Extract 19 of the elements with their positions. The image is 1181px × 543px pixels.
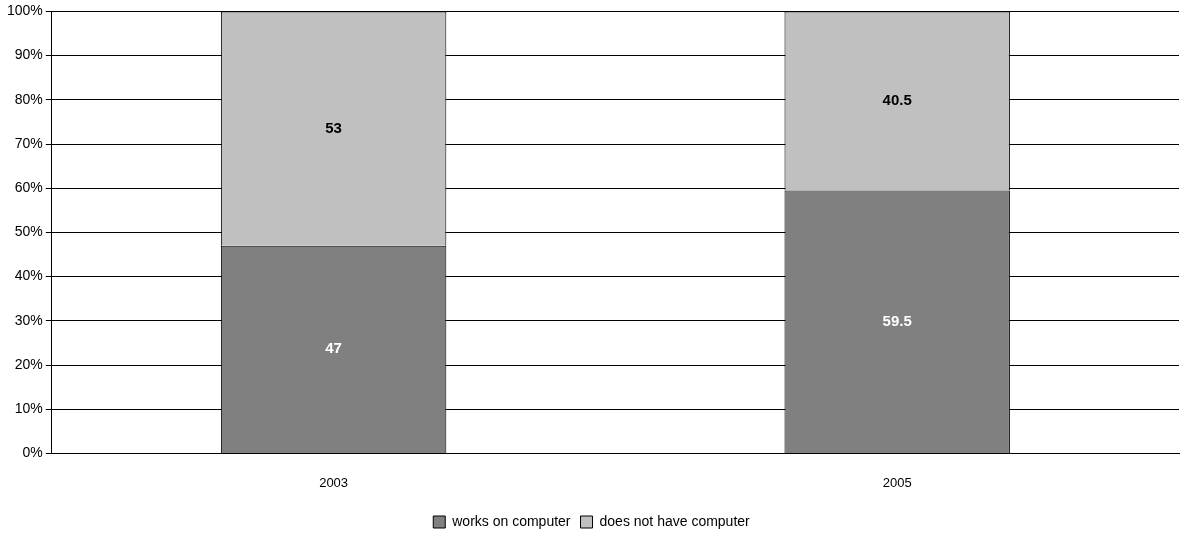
y-tick-label: 100% xyxy=(6,2,43,19)
data-label: 47 xyxy=(325,339,342,357)
y-tick-label: 10% xyxy=(14,400,43,417)
legend-label: does not have computer xyxy=(599,512,751,529)
data-label: 40.5 xyxy=(882,91,912,109)
y-tick-label: 50% xyxy=(14,223,43,240)
y-tick-label: 60% xyxy=(14,179,43,196)
legend-label: works on computer xyxy=(451,512,571,529)
y-tick-label: 90% xyxy=(14,46,43,63)
data-label: 53 xyxy=(325,118,342,136)
y-tick-label: 80% xyxy=(14,90,43,107)
y-tick-label: 70% xyxy=(14,134,43,151)
y-tick-label: 0% xyxy=(22,444,43,461)
data-label: 59.5 xyxy=(882,311,912,329)
x-tick-label: 2005 xyxy=(882,474,912,490)
y-tick-label: 20% xyxy=(14,355,43,372)
y-tick-label: 30% xyxy=(14,311,43,328)
y-tick-label: 40% xyxy=(14,267,43,284)
x-tick-label: 2003 xyxy=(319,474,349,490)
